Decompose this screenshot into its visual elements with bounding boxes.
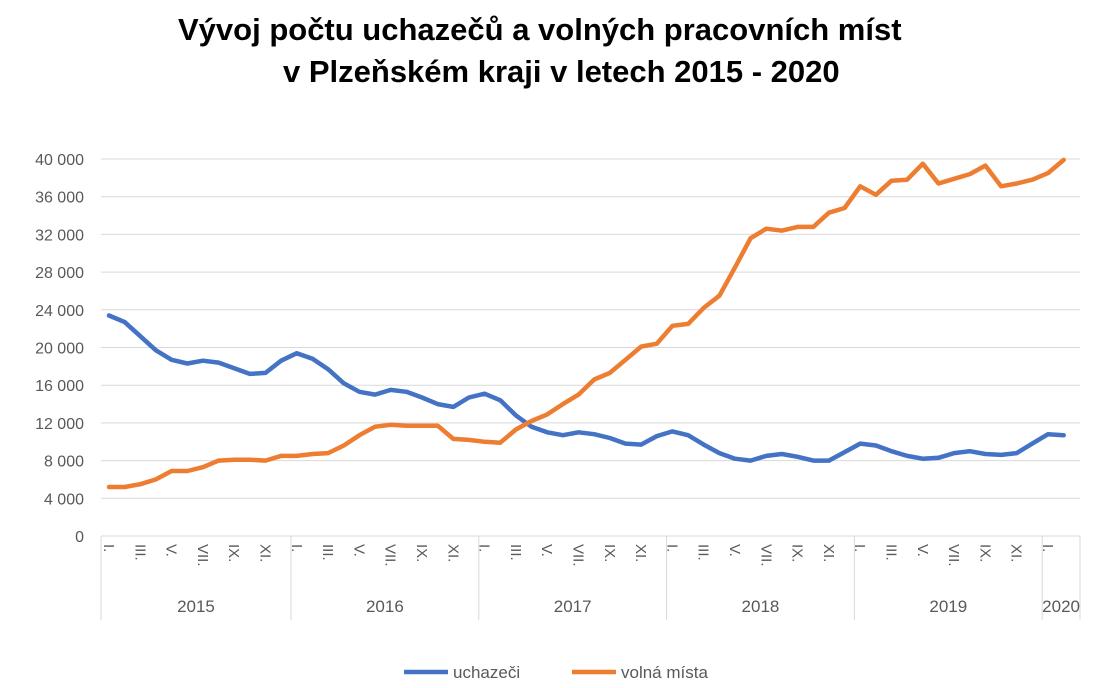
x-tick-label: XI. bbox=[632, 544, 649, 562]
x-tick-label: V. bbox=[914, 544, 931, 557]
x-tick-label: VII. bbox=[570, 544, 587, 567]
x-tick-label: IX. bbox=[601, 544, 618, 562]
x-tick-label: III. bbox=[131, 544, 148, 561]
series-line-volna-mista bbox=[106, 157, 1066, 490]
x-tick-label: XI. bbox=[1008, 544, 1025, 562]
y-tick-label: 8 000 bbox=[44, 454, 84, 471]
x-tick-label: III. bbox=[883, 544, 900, 561]
y-tick-label: 20 000 bbox=[35, 341, 84, 358]
year-label: 2020 bbox=[1042, 597, 1080, 616]
x-tick-label: VII. bbox=[382, 544, 399, 567]
x-tick-label: XI. bbox=[820, 544, 837, 562]
year-label: 2017 bbox=[554, 597, 592, 616]
x-tick-label: I. bbox=[288, 544, 305, 552]
chart-title-line-1: Vývoj počtu uchazečů a volných pracovníc… bbox=[178, 12, 902, 47]
x-tick-label: XI. bbox=[444, 544, 461, 562]
x-tick-label: I. bbox=[663, 544, 680, 552]
gridlines bbox=[101, 158, 1080, 537]
x-tick-label: VII. bbox=[945, 544, 962, 567]
x-tick-label: IX. bbox=[413, 544, 430, 562]
x-axis: I. III. V. VII. IX. XI. 2015 I. III. V. VII. IX. XI.… bbox=[100, 536, 1081, 620]
year-label: 2019 bbox=[929, 597, 967, 616]
x-tick-label: III. bbox=[507, 544, 524, 561]
y-tick-label: 24 000 bbox=[35, 303, 84, 320]
y-tick-label: 40 000 bbox=[35, 152, 84, 169]
y-tick-label: 16 000 bbox=[35, 378, 84, 395]
x-tick-label: XI. bbox=[257, 544, 274, 562]
y-tick-label: 32 000 bbox=[35, 227, 84, 244]
x-tick-label: III. bbox=[319, 544, 336, 561]
legend-label: uchazeči bbox=[453, 663, 520, 682]
x-tick-label: I. bbox=[851, 544, 868, 552]
x-tick-label: V. bbox=[726, 544, 743, 557]
legend-label: volná místa bbox=[621, 663, 708, 682]
x-tick-label: V. bbox=[163, 544, 180, 557]
series-line-uchazeci bbox=[106, 313, 1066, 463]
y-tick-label: 28 000 bbox=[35, 265, 84, 282]
x-tick-label: VII. bbox=[757, 544, 774, 567]
year-label: 2016 bbox=[366, 597, 404, 616]
x-tick-label: I. bbox=[476, 544, 493, 552]
x-tick-label: III. bbox=[695, 544, 712, 561]
x-tick-label: IX. bbox=[789, 544, 806, 562]
x-tick-label: V. bbox=[350, 544, 367, 557]
legend: uchazeči volná místa bbox=[404, 663, 708, 682]
year-label: 2018 bbox=[742, 597, 780, 616]
series-lines bbox=[106, 157, 1066, 490]
chart-title-line-2: v Plzeňském kraji v letech 2015 - 2020 bbox=[283, 54, 840, 89]
y-tick-label: 4 000 bbox=[44, 491, 84, 508]
x-tick-label: I. bbox=[100, 544, 117, 552]
x-tick-label: VII. bbox=[194, 544, 211, 567]
y-axis-ticks: 0 4 000 8 000 12 000 16 000 20 000 24 000 28 00… bbox=[35, 152, 84, 546]
y-tick-label: 12 000 bbox=[35, 416, 84, 433]
x-tick-label: I. bbox=[1039, 544, 1056, 552]
x-tick-label: IX. bbox=[225, 544, 242, 562]
x-tick-label: IX. bbox=[976, 544, 993, 562]
y-tick-label: 0 bbox=[75, 529, 84, 546]
y-tick-label: 36 000 bbox=[35, 190, 84, 207]
year-label: 2015 bbox=[177, 597, 215, 616]
x-tick-label: V. bbox=[538, 544, 555, 557]
